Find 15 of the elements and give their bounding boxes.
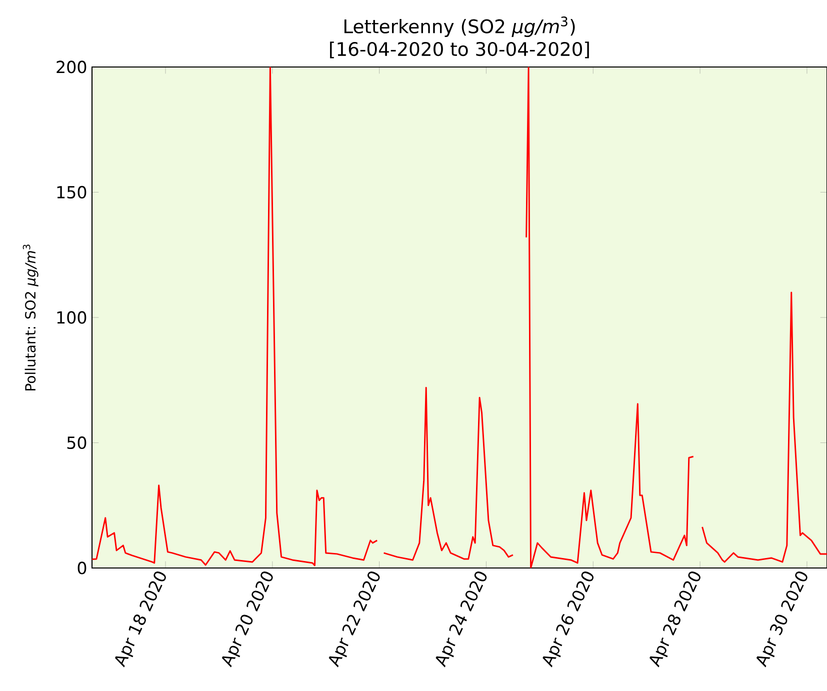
chart-subtitle: [16-04-2020 to 30-04-2020]	[330, 42, 589, 58]
y-tick-label: 0	[78, 562, 86, 574]
y-tick-label: 150	[57, 186, 86, 199]
chart-title: Letterkenny (SO2 μg/m$^{3}$)	[344, 16, 575, 38]
x-tick-label: Apr 26 2020	[542, 572, 594, 668]
y-tick-label: 50	[67, 436, 86, 450]
x-tick-label: Apr 24 2020	[436, 572, 487, 668]
y-axis-title: Pollutant: SO2 μg/m$^{3}$	[22, 244, 38, 390]
y-tick-label: 200	[56, 60, 86, 74]
x-tick-label: Apr 18 2020	[114, 572, 166, 668]
x-tick-label: Apr 20 2020	[222, 572, 273, 668]
x-tick-label: Apr 28 2020	[650, 572, 700, 668]
x-tick-label: Apr 22 2020	[328, 572, 380, 668]
x-tick-label: Apr 30 2020	[756, 572, 808, 668]
y-tick-label: 100	[57, 311, 86, 324]
